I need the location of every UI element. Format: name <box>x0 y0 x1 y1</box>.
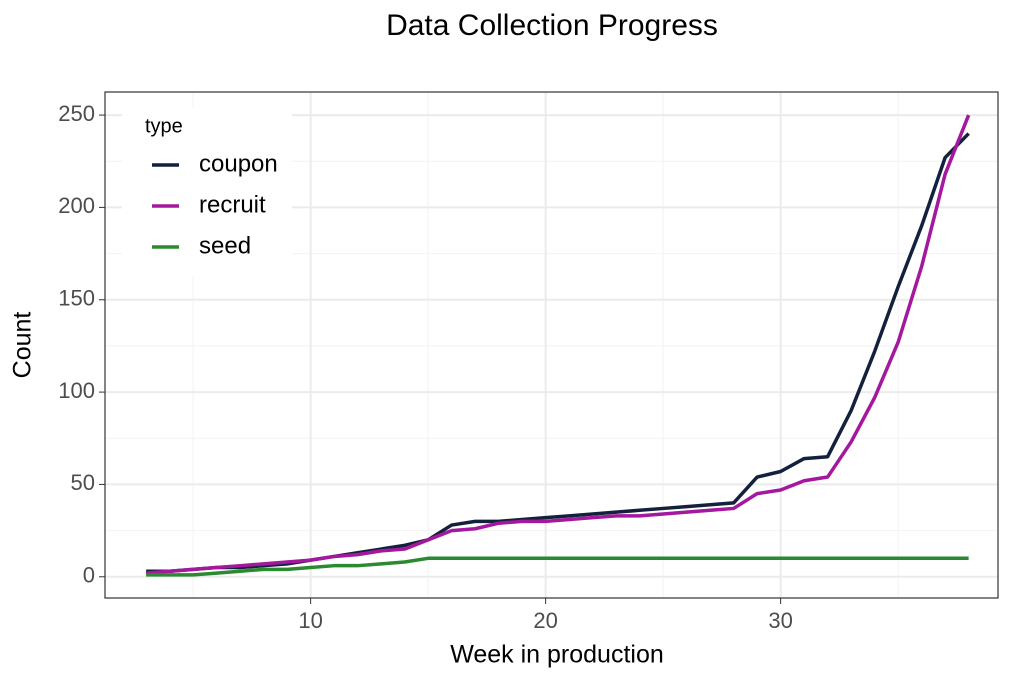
y-tick-label: 100 <box>58 378 95 403</box>
y-tick-label: 200 <box>58 193 95 218</box>
legend-label: coupon <box>199 150 278 177</box>
series-line <box>146 132 970 573</box>
y-axis-label: Count <box>9 312 37 379</box>
x-axis-label: Week in production <box>450 641 664 669</box>
x-tick-label: 10 <box>298 608 322 633</box>
y-tick-label: 50 <box>71 470 95 495</box>
x-tick-label: 20 <box>533 608 557 633</box>
y-tick-label: 250 <box>58 101 95 126</box>
y-tick-label: 0 <box>83 563 95 588</box>
series-line <box>145 114 971 575</box>
chart-title: Data Collection Progress <box>386 9 718 42</box>
legend-title: type <box>145 115 183 137</box>
legend-label: recruit <box>199 191 266 218</box>
legend-label: seed <box>199 232 251 259</box>
legend-background <box>122 107 292 277</box>
y-tick-label: 150 <box>58 286 95 311</box>
x-tick-label: 30 <box>768 608 792 633</box>
panel-border <box>104 91 999 599</box>
series-line <box>146 556 969 577</box>
